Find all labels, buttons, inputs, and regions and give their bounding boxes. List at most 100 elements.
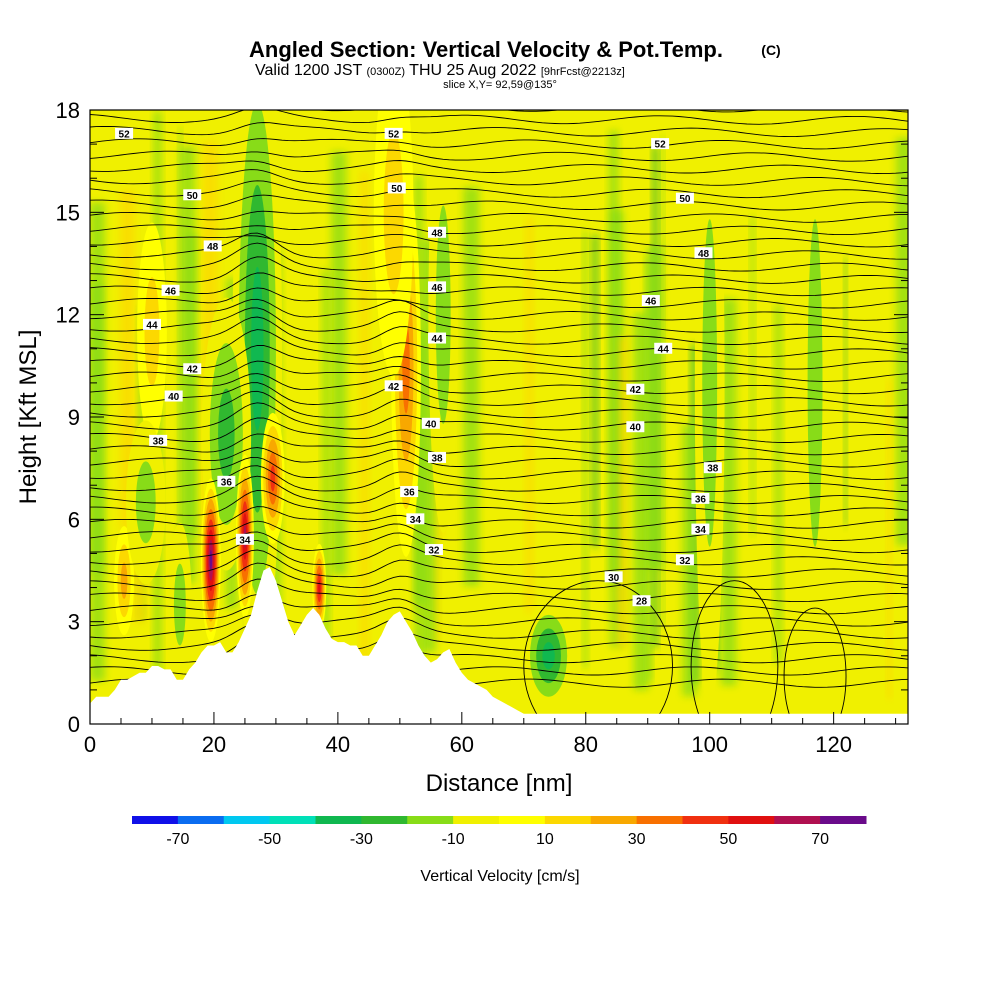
contour-label-bg	[651, 138, 670, 150]
colorbar-tick-label: 50	[719, 831, 737, 848]
valid-time-utc: (0300Z)	[366, 66, 405, 78]
contour-label-text: 40	[168, 392, 180, 403]
colorbar-tick-label: -30	[350, 831, 373, 848]
isentrope-line	[90, 433, 908, 456]
contour-label-bg	[626, 383, 645, 395]
contour-label: 34	[691, 523, 710, 536]
surface-contour-ring	[690, 580, 779, 724]
isentrope-line	[90, 122, 908, 138]
contour-label-bg	[384, 380, 403, 392]
isentrope-line	[90, 242, 908, 272]
velocity-streak	[91, 284, 103, 573]
isentrope-line	[90, 382, 908, 407]
contour-label-bg	[406, 513, 425, 525]
contour-label-text: 52	[388, 129, 400, 140]
contour-label-text: 42	[388, 382, 400, 393]
contour-label-text: 36	[695, 494, 707, 505]
isentrope-line	[90, 475, 908, 505]
isentrope-line	[90, 160, 908, 175]
contour-label: 34	[235, 533, 254, 546]
x-tick-label: 20	[202, 732, 226, 757]
contour-label: 52	[115, 127, 134, 140]
velocity-streak	[321, 269, 330, 656]
contour-label: 38	[428, 451, 447, 464]
contour-label-bg	[421, 417, 440, 429]
contour-label: 36	[691, 492, 710, 505]
contour-label: 48	[203, 240, 222, 253]
isentrope-line	[90, 272, 908, 297]
isentrope-line	[90, 344, 908, 370]
contour-label-text: 38	[707, 464, 719, 475]
x-axis-label: Distance [nm]	[426, 770, 573, 797]
isentrope-line	[90, 316, 908, 345]
velocity-cell	[144, 277, 160, 387]
contour-label-text: 34	[695, 525, 707, 536]
contour-label-text: 48	[207, 242, 219, 253]
y-tick-label: 3	[68, 610, 80, 635]
contour-label-bg	[675, 554, 694, 566]
contour-label: 40	[164, 390, 183, 403]
isentrope-line	[90, 232, 908, 260]
isentrope-line	[90, 456, 908, 480]
x-tick-label: 60	[450, 732, 474, 757]
isentrope-line	[90, 169, 908, 187]
colorbar-segment	[499, 816, 546, 824]
colorbar-segment	[223, 816, 271, 824]
isentrope-line	[90, 329, 908, 358]
contour-label-text: 38	[153, 436, 165, 447]
contour-label-text: 48	[431, 228, 443, 239]
colorbar-segment	[269, 816, 316, 824]
contour-label-bg	[626, 421, 645, 433]
contour-label: 36	[400, 486, 419, 499]
velocity-streak	[463, 186, 480, 587]
contour-label: 38	[703, 462, 722, 475]
contour-label-text: 36	[404, 488, 416, 499]
x-tick-label: 40	[326, 732, 350, 757]
velocity-streak	[774, 304, 782, 664]
contour-label-text: 46	[165, 286, 177, 297]
isentrope-line	[90, 256, 908, 284]
colorbar-segment	[820, 816, 867, 824]
contour-label-bg	[400, 486, 419, 498]
velocity-streak	[661, 136, 665, 629]
contour-label-bg	[142, 318, 161, 330]
contour-label-bg	[694, 247, 713, 259]
x-tick-label: 120	[815, 732, 852, 757]
contour-label-bg	[183, 189, 202, 201]
contour-label: 30	[604, 571, 623, 584]
velocity-streak	[887, 379, 892, 699]
contour-label-text: 34	[410, 515, 422, 526]
contour-label-bg	[675, 192, 694, 204]
contour-label-text: 44	[146, 320, 158, 331]
contour-label: 42	[626, 383, 645, 396]
velocity-streak	[360, 171, 369, 702]
contour-label-bg	[183, 363, 202, 375]
y-axis-label: Height [Kft MSL]	[15, 330, 42, 505]
contour-label: 32	[675, 554, 694, 567]
contour-label-text: 32	[428, 546, 440, 557]
isentrope-line	[90, 233, 908, 248]
x-tick-label: 0	[84, 732, 96, 757]
colorbar-tick-label: -50	[258, 831, 281, 848]
velocity-streak	[592, 234, 598, 548]
valid-date: THU 25 Aug 2022	[409, 62, 536, 79]
contour-label-bg	[115, 127, 134, 139]
contour-labels-layer: 52 50 48 46 44 42 40 38 36 34 52 50 48 46 44 42 40 38 36 34…	[115, 127, 722, 608]
velocity-streak	[120, 190, 135, 529]
contour-label-text: 52	[655, 140, 667, 151]
contour-label-text: 30	[608, 573, 620, 584]
surface-contour-ring	[783, 607, 847, 724]
colorbar-tick-label: 70	[811, 831, 829, 848]
contour-label-bg	[387, 182, 406, 194]
contour-label-text: 44	[658, 344, 670, 355]
contour-label-text: 50	[679, 194, 691, 205]
contour-label-bg	[149, 434, 168, 446]
contour-label: 48	[428, 226, 447, 239]
velocity-cell	[318, 580, 321, 595]
velocity-streak	[582, 230, 588, 669]
colorbar-segment	[315, 816, 362, 824]
velocity-cell	[542, 642, 555, 670]
contour-label: 36	[217, 475, 236, 488]
contour-label-bg	[691, 492, 710, 504]
colorbar-segment	[636, 816, 683, 824]
